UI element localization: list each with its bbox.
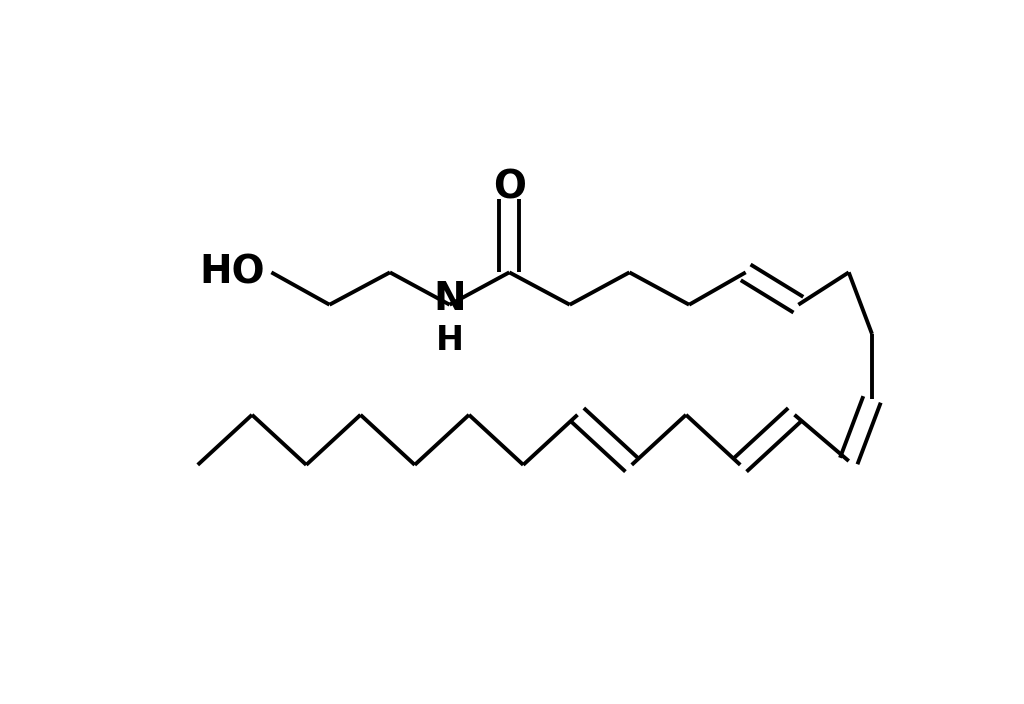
Text: HO: HO: [200, 253, 265, 291]
Text: H: H: [435, 324, 464, 357]
Text: O: O: [493, 169, 525, 207]
Text: N: N: [433, 279, 466, 318]
